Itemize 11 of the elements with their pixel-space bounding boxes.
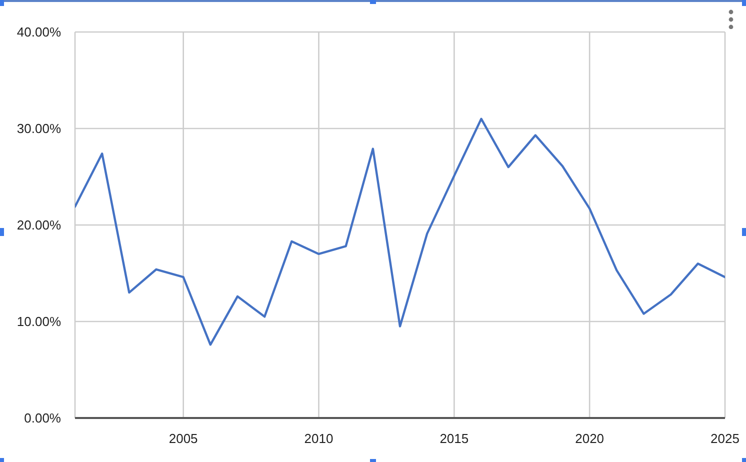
x-tick-label: 2005 xyxy=(168,431,198,446)
line-series xyxy=(75,118,725,346)
y-tick-label: 10.00% xyxy=(16,314,62,330)
y-tick-label: 30.00% xyxy=(16,121,62,136)
y-tick-label: 0.00% xyxy=(24,410,62,426)
x-tick-label: 2025 xyxy=(710,431,740,446)
x-tick-label: 2020 xyxy=(575,431,604,446)
x-tick-label: 2015 xyxy=(440,431,469,446)
y-tick-label: 40.00% xyxy=(16,24,62,40)
x-tick-label: 2010 xyxy=(304,431,334,446)
y-tick-label: 20.00% xyxy=(16,218,62,233)
